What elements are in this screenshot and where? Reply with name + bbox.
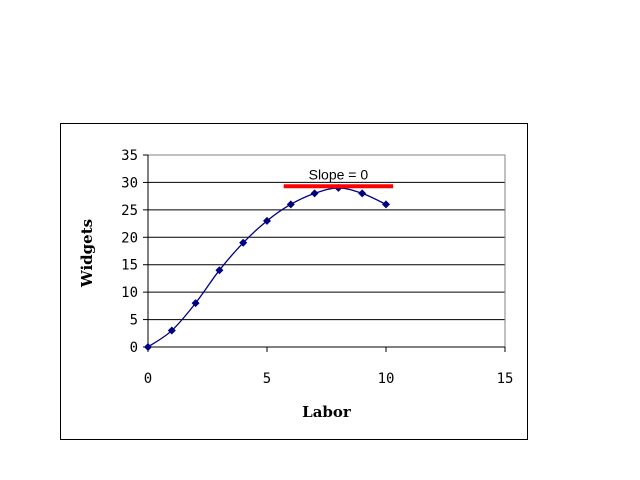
data-point: [215, 266, 224, 275]
y-tick-label: 10: [121, 285, 138, 301]
data-point: [239, 238, 248, 247]
tick-labels: 0 5 10 15 20 25 30 35 0 5 10 15: [121, 148, 513, 387]
plot-area-border: [147, 154, 506, 348]
data-point: [263, 216, 271, 225]
x-tick-label: 0: [144, 371, 152, 387]
series-markers: [144, 183, 390, 351]
x-tick-label: 15: [497, 371, 514, 387]
series-curve: [147, 187, 387, 348]
y-tick-label: 15: [121, 258, 138, 274]
y-tick-label: 25: [121, 203, 138, 219]
y-tick-label: 30: [121, 175, 138, 191]
y-tick-label: 0: [130, 340, 138, 356]
y-tick-label: 20: [121, 230, 138, 246]
x-axis-title: Labor: [302, 403, 352, 421]
data-point: [191, 299, 200, 308]
data-point: [310, 189, 319, 198]
data-point: [382, 200, 390, 209]
slope-annotation: Slope = 0: [309, 166, 369, 182]
data-point: [167, 326, 176, 335]
data-point: [358, 189, 367, 198]
y-tick-label: 35: [121, 148, 138, 164]
x-tick-label: 5: [263, 371, 271, 387]
chart-frame: [60, 123, 528, 440]
data-point: [144, 343, 152, 351]
data-point: [286, 200, 295, 209]
x-tick-label: 10: [378, 371, 395, 387]
y-tick-label: 5: [130, 313, 138, 329]
y-axis-title: Widgets: [78, 219, 96, 288]
